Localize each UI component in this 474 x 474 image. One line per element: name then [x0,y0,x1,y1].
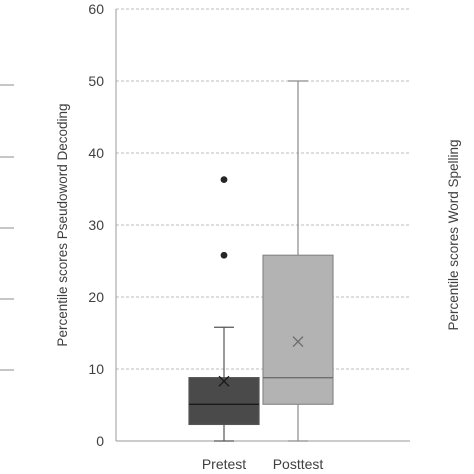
mean-marker [218,375,230,387]
y-tick-label: 30 [88,217,104,233]
x-category-label: Posttest [273,456,324,472]
y-axis-title: Percentile scores Pseudoword Decoding [55,103,70,346]
box-posttest [262,80,334,442]
left-partial-axis [0,84,14,371]
mean-marker [292,336,304,348]
outlier-point [220,176,228,184]
box-iqr [262,254,334,405]
y-tick-label: 0 [96,433,104,449]
y-tick-label: 60 [88,1,104,17]
box-iqr [188,377,260,426]
box-pretest [188,176,260,442]
x-category-labels: Pretest Posttest [202,456,324,472]
outlier-point [220,251,228,259]
y-tick-label: 20 [88,289,104,305]
x-category-label: Pretest [202,456,246,472]
y-tick-label: 50 [88,73,104,89]
right-axis-title: Percentile scores Word Spelling [446,139,461,330]
box-series [188,80,334,442]
y-tick-label: 40 [88,145,104,161]
y-tick-labels: 0 10 20 30 40 50 60 [88,1,104,449]
y-tick-label: 10 [88,361,104,377]
